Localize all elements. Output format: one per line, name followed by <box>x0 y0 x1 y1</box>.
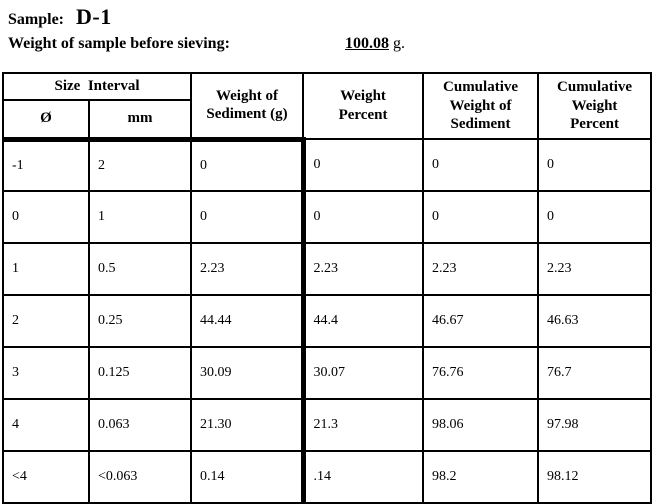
header-phi: Ø <box>2 99 90 142</box>
table-row: <4 <0.063 0.14.14 98.2 98.12 <box>2 450 652 504</box>
table-cell: 0.063 <box>87 398 193 452</box>
table-cell: 2.23 <box>537 242 652 296</box>
header-cumulative-weight-of-sediment: Cumulative Weight of Sediment <box>422 72 540 140</box>
sample-label: Sample: <box>8 11 64 28</box>
table-cell: 46.63 <box>537 294 652 348</box>
table-cell: 3 <box>2 346 90 400</box>
table-cell: 0.125 <box>87 346 193 400</box>
table-cell: 97.98 <box>537 398 652 452</box>
table-cell: 2 <box>87 138 193 192</box>
header-mm: mm <box>87 99 193 142</box>
weight-label: Weight of sample before sieving: <box>8 35 230 52</box>
table-cell: .14 <box>302 450 425 504</box>
weight-value-group: 100.08 g. <box>345 35 405 53</box>
table-cell: <0.063 <box>87 450 193 504</box>
table-cell: 0.25 <box>87 294 193 348</box>
table-cell: 0 <box>537 190 652 244</box>
sample-value: D-1 <box>76 4 112 29</box>
table-cell: 1 <box>2 242 90 296</box>
weight-before-sieving-line: Weight of sample before sieving: 100.08 … <box>8 35 648 57</box>
table-row: 3 0.125 30.09 30.07 76.76 76.7 <box>2 346 652 400</box>
header-cumulative-weight-percent: Cumulative Weight Percent <box>537 72 652 140</box>
table-cell: 0 <box>190 190 306 244</box>
table-cell: 0.5 <box>87 242 193 296</box>
table-cell: 98.12 <box>537 450 652 504</box>
table-cell: 0 <box>422 190 540 244</box>
table-cell: 46.67 <box>422 294 540 348</box>
table-cell: 76.76 <box>422 346 540 400</box>
table-header: Size Interval Weight of Sediment (g) Wei… <box>1 72 652 142</box>
table-row: 4 0.063 21.30 21.3 98.06 97.98 <box>2 398 652 452</box>
table-cell: 21.30 <box>190 398 306 452</box>
table-cell: 76.7 <box>537 346 652 400</box>
table-row: 1 0.5 2.23 2.23 2.23 2.23 <box>2 242 652 296</box>
table-cell: 1 <box>87 190 193 244</box>
table-row: 2 0.25 44.44 44.4 46.67 46.63 <box>2 294 652 348</box>
table-row: -1 2 0 0 0 0 <box>2 138 652 192</box>
header-weight-of-sediment: Weight of Sediment (g) <box>190 72 305 142</box>
table-cell: -1 <box>2 138 90 192</box>
table-cell: 2 <box>2 294 90 348</box>
table-cell: 44.44 <box>190 294 306 348</box>
header-size-interval: Size Interval <box>1 72 193 101</box>
table-cell: 0 <box>302 138 425 192</box>
table-cell: 30.09 <box>190 346 306 400</box>
table-cell: 30.07 <box>302 346 425 400</box>
table-cell: 2.23 <box>302 242 425 296</box>
table-cell: 44.4 <box>302 294 425 348</box>
table-cell: 2.23 <box>422 242 540 296</box>
table-cell: 98.2 <box>422 450 540 504</box>
header-weight-percent: Weight Percent <box>302 72 425 140</box>
table-cell: 0 <box>422 138 540 192</box>
table-cell: 0 <box>302 190 425 244</box>
sieve-data-table: Size Interval Weight of Sediment (g) Wei… <box>1 72 652 504</box>
sample-line: Sample: D-1 <box>8 4 112 30</box>
table-cell: 0 <box>2 190 90 244</box>
table-cell: 4 <box>2 398 90 452</box>
header-row-sub: Ø mm <box>2 99 651 142</box>
table-cell: 98.06 <box>422 398 540 452</box>
table-cell: <4 <box>2 450 90 504</box>
weight-unit: g. <box>393 35 405 52</box>
table-cell: 21.3 <box>302 398 425 452</box>
table-cell: 2.23 <box>190 242 306 296</box>
header-row-top: Size Interval Weight of Sediment (g) Wei… <box>1 72 652 142</box>
table-cell: 0.14 <box>190 450 306 504</box>
table-cell: 0 <box>537 138 652 192</box>
table-cell: 0 <box>190 138 306 192</box>
weight-value: 100.08 <box>345 35 389 52</box>
table-body: -1 2 0 0 0 0 0 1 0 0 0 0 1 0.5 2.23 2.23 2.23 2.23 2 0.25 44… <box>2 138 652 504</box>
